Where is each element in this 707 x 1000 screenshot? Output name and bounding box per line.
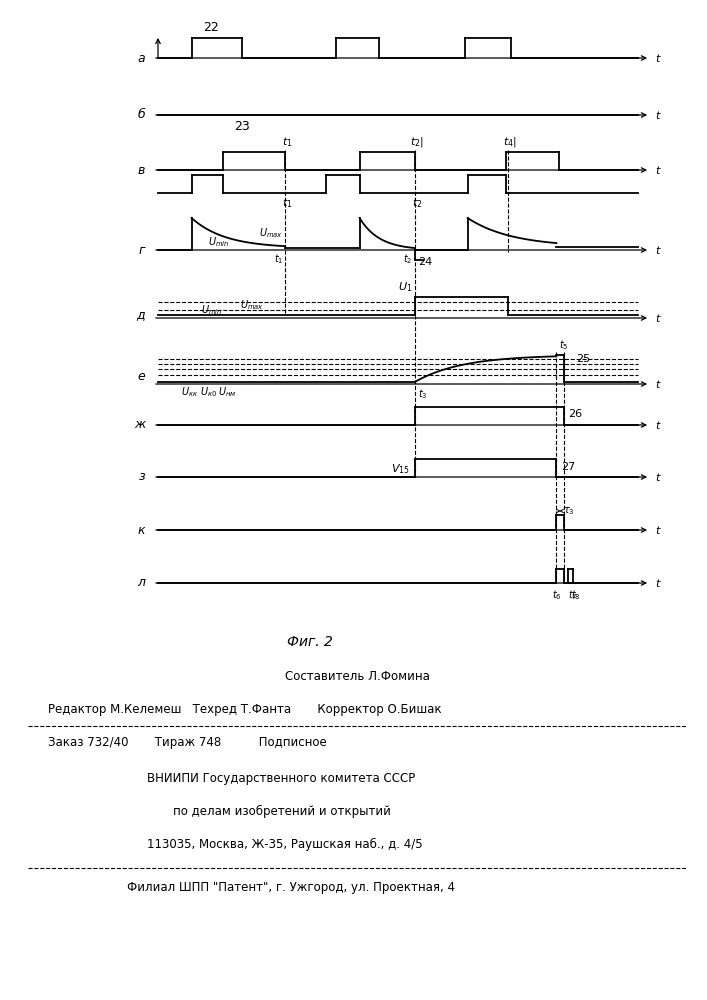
Text: $t_6$: $t_6$ [551, 588, 561, 602]
Text: $t$: $t$ [655, 164, 662, 176]
Text: ВНИИПИ Государственного комитета СССР: ВНИИПИ Государственного комитета СССР [146, 772, 415, 785]
Text: $t$: $t$ [655, 109, 662, 121]
Text: а: а [137, 51, 145, 64]
Text: $t_8$: $t_8$ [571, 588, 581, 602]
Text: $t$: $t$ [655, 471, 662, 483]
Text: Фиг. 2: Фиг. 2 [287, 635, 333, 649]
Text: л: л [137, 576, 145, 589]
Text: г: г [139, 243, 145, 256]
Text: $V_{15}$: $V_{15}$ [391, 462, 410, 476]
Text: е: е [137, 370, 145, 383]
Text: ж: ж [134, 418, 145, 432]
Text: 23: 23 [234, 120, 250, 133]
Text: 113035, Москва, Ж-35, Раушская наб., д. 4/5: 113035, Москва, Ж-35, Раушская наб., д. … [146, 838, 422, 851]
Text: 24: 24 [418, 257, 432, 267]
Text: Заказ 732/40       Тираж 748          Подписное: Заказ 732/40 Тираж 748 Подписное [48, 736, 327, 749]
Text: 22: 22 [203, 21, 218, 34]
Text: Составитель Л.Фомина: Составитель Л.Фомина [285, 670, 429, 683]
Text: $t_7$: $t_7$ [568, 588, 578, 602]
Text: $U_{max}$: $U_{max}$ [259, 226, 283, 240]
Text: $t$: $t$ [655, 52, 662, 64]
Text: $t_1$: $t_1$ [274, 252, 284, 266]
Text: д: д [136, 308, 145, 322]
Text: к: к [137, 524, 145, 536]
Text: $t$: $t$ [655, 378, 662, 390]
Text: $U_{к0}$: $U_{к0}$ [200, 385, 217, 399]
Text: з: з [139, 471, 145, 484]
Text: $t$: $t$ [655, 524, 662, 536]
Text: $t_1$: $t_1$ [282, 135, 293, 149]
Text: $t_3$: $t_3$ [418, 387, 428, 401]
Text: в: в [138, 163, 145, 176]
Text: $t_4$|: $t_4$| [503, 135, 518, 149]
Text: 25: 25 [576, 354, 590, 364]
Text: $U_{min}$: $U_{min}$ [201, 303, 223, 317]
Text: $U_1$: $U_1$ [399, 280, 413, 294]
Text: $t$: $t$ [655, 312, 662, 324]
Text: $U_{max}$: $U_{max}$ [240, 298, 264, 312]
Text: $t_2$: $t_2$ [411, 196, 422, 210]
Text: $t$: $t$ [655, 419, 662, 431]
Text: Филиал ШПП "Патент", г. Ужгород, ул. Проектная, 4: Филиал ШПП "Патент", г. Ужгород, ул. Про… [127, 881, 455, 894]
Text: $t_5$: $t_5$ [559, 338, 569, 352]
Text: $U_{нм}$: $U_{нм}$ [218, 385, 237, 399]
Text: $\tau_3$: $\tau_3$ [563, 505, 575, 517]
Text: 27: 27 [561, 462, 575, 472]
Text: $U_{кк}$: $U_{кк}$ [180, 385, 198, 399]
Text: $t_2$: $t_2$ [404, 252, 413, 266]
Text: 26: 26 [568, 409, 583, 419]
Text: $t_2$|: $t_2$| [410, 135, 423, 149]
Text: Редактор М.Келемеш   Техред Т.Фанта       Корректор О.Бишак: Редактор М.Келемеш Техред Т.Фанта Коррек… [48, 703, 442, 716]
Text: по делам изобретений и открытий: по делам изобретений и открытий [173, 805, 391, 818]
Text: $t$: $t$ [655, 577, 662, 589]
Text: $t_1$: $t_1$ [282, 196, 293, 210]
Text: $U_{min}$: $U_{min}$ [209, 235, 230, 249]
Text: б: б [137, 108, 145, 121]
Text: $t$: $t$ [655, 244, 662, 256]
